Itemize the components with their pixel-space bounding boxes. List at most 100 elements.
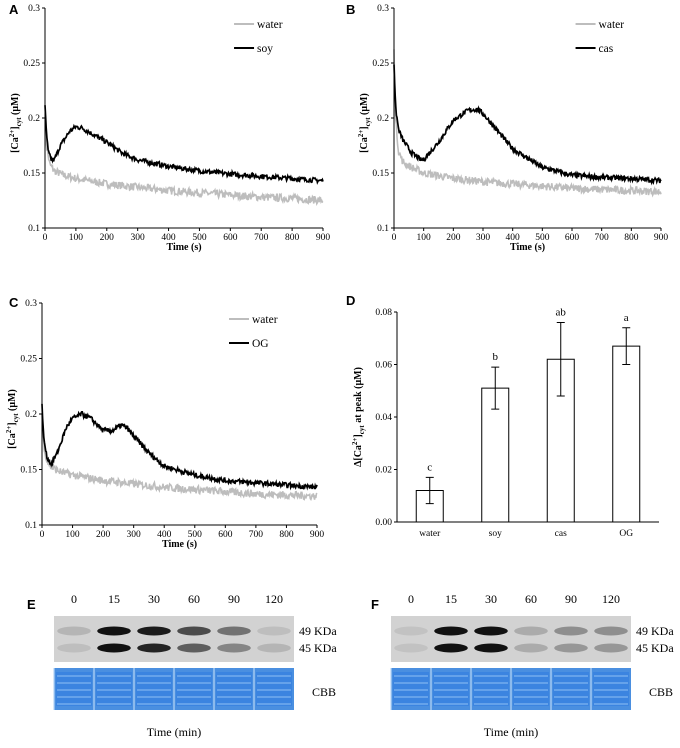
cbb-lane bbox=[96, 672, 132, 706]
x-tick-label: 300 bbox=[131, 233, 146, 243]
x-tick-label: 400 bbox=[506, 233, 521, 243]
band-49kda bbox=[474, 626, 508, 636]
y-tick-label: 0.1 bbox=[377, 224, 389, 234]
legend-label-cas: cas bbox=[599, 43, 614, 55]
ylabel-part: ] bbox=[353, 434, 364, 437]
cbb-lane bbox=[433, 672, 469, 706]
y-tick-label: 0.2 bbox=[377, 114, 389, 124]
x-tick-label: 200 bbox=[446, 233, 461, 243]
time-label: 15 bbox=[108, 592, 120, 606]
panel-label-f: F bbox=[371, 597, 379, 612]
x-tick-label: 400 bbox=[157, 530, 172, 540]
stain-label: CBB bbox=[312, 685, 336, 699]
y-tick-label: 0.15 bbox=[372, 169, 389, 179]
band-45kda bbox=[97, 643, 131, 653]
significance-letter: c bbox=[427, 461, 432, 473]
band-49kda bbox=[434, 626, 468, 636]
series-water bbox=[393, 49, 662, 198]
y-tick-label: 0.1 bbox=[25, 521, 37, 531]
series-og bbox=[41, 403, 318, 491]
cbb-lane bbox=[513, 672, 549, 706]
y-tick-label: 0.25 bbox=[372, 59, 389, 69]
y-tick-label: 0.2 bbox=[25, 410, 37, 420]
time-label: 30 bbox=[485, 592, 497, 606]
stain-label: CBB bbox=[649, 685, 673, 699]
band-49kda bbox=[97, 626, 131, 636]
panel-label-a: A bbox=[9, 2, 19, 17]
x-tick-label: 100 bbox=[417, 233, 432, 243]
y-tick-label: 0.15 bbox=[20, 466, 37, 476]
band-45kda bbox=[257, 643, 291, 653]
panel-label-e: E bbox=[27, 597, 36, 612]
category-label: water bbox=[419, 529, 441, 539]
category-label: soy bbox=[489, 529, 502, 539]
band-label-49: 49 KDa bbox=[299, 624, 337, 638]
y-tick-label: 0.15 bbox=[23, 169, 40, 179]
band-label-49: 49 KDa bbox=[636, 624, 674, 638]
band-45kda bbox=[137, 643, 171, 653]
blot-strip bbox=[54, 616, 294, 662]
ylabel-part: 2+ bbox=[5, 426, 13, 434]
x-tick-label: 900 bbox=[654, 233, 669, 243]
band-49kda bbox=[394, 626, 428, 636]
ylabel-part: cyt bbox=[364, 117, 372, 127]
band-45kda bbox=[594, 643, 628, 653]
ylabel-part: 2+ bbox=[357, 130, 365, 138]
x-tick-label: 500 bbox=[188, 530, 203, 540]
band-45kda bbox=[514, 643, 548, 653]
y-tick-label: 0.3 bbox=[28, 4, 40, 14]
legend-label-water: water bbox=[257, 19, 283, 31]
y-tick-label: 0.3 bbox=[377, 4, 389, 14]
ylabel-part: Δ[Ca bbox=[353, 445, 364, 467]
band-45kda bbox=[434, 643, 468, 653]
band-45kda bbox=[177, 643, 211, 653]
x-tick-label: 0 bbox=[43, 233, 48, 243]
ylabel-part: (μM) bbox=[7, 389, 18, 413]
x-tick-label: 800 bbox=[624, 233, 639, 243]
panel-b: B 0.1 0.15 0.2 0.25 0.3 0 100 200 300 400 500 600 700… bbox=[346, 2, 668, 253]
band-49kda bbox=[137, 626, 171, 636]
x-tick-label: 600 bbox=[565, 233, 580, 243]
significance-letter: b bbox=[493, 351, 499, 363]
x-tick-label: 500 bbox=[535, 233, 550, 243]
time-label: 120 bbox=[602, 592, 620, 606]
ylabel-part: [Ca bbox=[7, 433, 18, 449]
panel-f: F 0 15 30 60 90 120 49 KDa 45 KDa CBB Time (min) bbox=[371, 592, 674, 739]
band-49kda bbox=[217, 626, 251, 636]
x-axis-label: Time (s) bbox=[166, 242, 201, 253]
x-tick-label: 300 bbox=[476, 233, 491, 243]
cbb-lane bbox=[216, 672, 252, 706]
band-49kda bbox=[514, 626, 548, 636]
series-soy bbox=[44, 105, 324, 185]
legend-label-og: OG bbox=[252, 338, 269, 350]
y-tick-label: 0.25 bbox=[23, 59, 40, 69]
time-label: 0 bbox=[71, 592, 77, 606]
y-axis-label: [Ca2+]cyt (μM) bbox=[8, 93, 23, 153]
x-tick-label: 200 bbox=[100, 233, 115, 243]
time-label: 15 bbox=[445, 592, 457, 606]
significance-letter: ab bbox=[556, 307, 567, 319]
band-label-45: 45 KDa bbox=[636, 641, 674, 655]
ylabel-part: (μM) bbox=[359, 93, 370, 117]
panel-label-c: C bbox=[9, 295, 19, 310]
x-tick-label: 500 bbox=[192, 233, 207, 243]
y-tick-label: 0.08 bbox=[375, 308, 392, 318]
panel-d: D 0.00 0.02 0.04 0.06 0.08 c water b soy ab cas a OG Δ… bbox=[346, 293, 659, 539]
x-tick-label: 600 bbox=[223, 233, 238, 243]
cbb-lane bbox=[553, 672, 589, 706]
y-tick-label: 0.02 bbox=[375, 466, 392, 476]
y-tick-label: 0.3 bbox=[25, 299, 37, 309]
band-49kda bbox=[257, 626, 291, 636]
cbb-lane bbox=[176, 672, 212, 706]
ylabel-part: ] bbox=[7, 422, 18, 425]
band-45kda bbox=[217, 643, 251, 653]
series-water bbox=[44, 130, 324, 207]
panel-a: A 0.1 0.15 0.2 0.25 0.3 0 100 200 300 400 500 600 700… bbox=[8, 2, 330, 253]
x-axis-label: Time (s) bbox=[162, 539, 197, 550]
x-tick-label: 200 bbox=[96, 530, 111, 540]
legend-label-water: water bbox=[252, 314, 278, 326]
y-axis-label: Δ[Ca2+]cyt at peak (μM) bbox=[351, 367, 366, 467]
ylabel-part: cyt bbox=[358, 425, 366, 435]
time-label: 90 bbox=[228, 592, 240, 606]
